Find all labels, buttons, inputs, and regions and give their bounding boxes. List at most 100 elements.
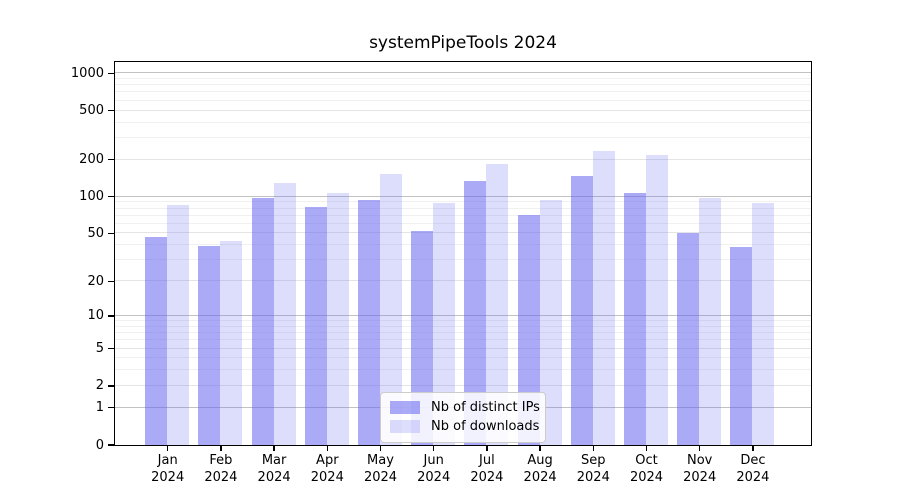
gridline-700 xyxy=(114,91,811,93)
y-tick-label-500: 500 xyxy=(79,103,104,119)
y-tick-label-100: 100 xyxy=(79,189,104,205)
x-tick-label-oct: Oct 2024 xyxy=(629,453,664,485)
bar-mar-downloads xyxy=(273,183,296,445)
y-tick-label-0: 0 xyxy=(95,437,104,453)
y-tick-mark-20 xyxy=(108,280,114,282)
gridline-9 xyxy=(114,320,811,322)
x-tick-mark-nov xyxy=(699,445,701,451)
bar-may-distinct-ips xyxy=(358,199,380,445)
y-tick-mark-100 xyxy=(108,196,114,198)
bar-jan-downloads xyxy=(167,205,190,445)
bar-jun-distinct-ips xyxy=(411,230,434,445)
gridline-6 xyxy=(114,339,811,341)
y-tick-label-5: 5 xyxy=(95,341,104,357)
x-tick-mark-jul xyxy=(486,445,488,451)
y-tick-label-2: 2 xyxy=(95,378,104,394)
x-tick-label-apr: Apr 2024 xyxy=(310,453,344,485)
y-tick-mark-1 xyxy=(108,407,114,409)
y-tick-mark-50 xyxy=(108,232,114,235)
x-tick-mark-feb xyxy=(220,445,222,451)
gridline-30 xyxy=(114,259,811,261)
gridline-300 xyxy=(114,136,811,138)
bar-jul-distinct-ips xyxy=(464,181,487,445)
gridline-8 xyxy=(114,325,811,327)
legend-label-downloads: Nb of downloads xyxy=(431,419,540,434)
y-tick-mark-200 xyxy=(108,158,114,161)
legend: Nb of distinct IPs Nb of downloads xyxy=(380,392,546,443)
x-tick-label-mar: Mar 2024 xyxy=(257,453,291,485)
bar-nov-downloads xyxy=(699,197,722,445)
gridline-400 xyxy=(114,121,811,123)
x-tick-mark-jan xyxy=(167,445,169,451)
y-tick-mark-1000 xyxy=(108,72,114,74)
bar-feb-distinct-ips xyxy=(198,246,221,445)
legend-row-distinct-ips: Nb of distinct IPs xyxy=(390,398,540,417)
gridline-900 xyxy=(114,77,811,79)
x-tick-mark-may xyxy=(379,445,382,451)
x-tick-label-jan: Jan 2024 xyxy=(151,453,185,485)
x-tick-label-may: May 2024 xyxy=(363,453,398,485)
gridline-500 xyxy=(114,109,811,111)
legend-swatch-distinct-ips xyxy=(390,401,420,414)
bar-jan-distinct-ips xyxy=(145,237,168,445)
bar-jul-downloads xyxy=(486,163,509,445)
gridline-4 xyxy=(114,357,811,359)
x-tick-mark-jun xyxy=(433,445,435,451)
bar-sep-distinct-ips xyxy=(570,176,593,445)
bar-apr-distinct-ips xyxy=(304,207,327,445)
gridline-100 xyxy=(114,195,811,197)
gridline-2 xyxy=(114,384,811,386)
x-tick-mark-mar xyxy=(273,445,275,451)
legend-row-downloads: Nb of downloads xyxy=(390,417,540,436)
x-tick-label-jul: Jul 2024 xyxy=(470,453,504,485)
x-tick-mark-apr xyxy=(326,445,328,451)
x-tick-label-aug: Aug 2024 xyxy=(523,453,557,485)
bar-apr-downloads xyxy=(326,192,349,445)
gridline-70 xyxy=(114,214,811,216)
gridline-5 xyxy=(114,347,811,349)
x-tick-mark-dec xyxy=(752,445,754,451)
gridline-80 xyxy=(114,207,811,209)
x-tick-label-feb: Feb 2024 xyxy=(204,453,238,485)
y-tick-label-200: 200 xyxy=(79,152,104,168)
y-tick-label-50: 50 xyxy=(87,225,104,241)
bar-aug-downloads xyxy=(539,199,562,445)
y-tick-mark-5 xyxy=(108,347,114,350)
x-tick-mark-aug xyxy=(539,445,541,451)
legend-swatch-downloads xyxy=(390,420,420,433)
bar-mar-distinct-ips xyxy=(251,198,274,445)
bar-dec-distinct-ips xyxy=(730,247,753,445)
gridline-10 xyxy=(114,314,811,317)
bar-dec-downloads xyxy=(752,203,775,445)
y-tick-label-20: 20 xyxy=(87,273,104,289)
y-tick-label-1: 1 xyxy=(95,400,104,416)
y-tick-mark-500 xyxy=(108,109,114,112)
y-tick-mark-2 xyxy=(108,385,114,387)
bar-oct-downloads xyxy=(646,154,668,445)
y-tick-label-10: 10 xyxy=(87,308,104,324)
gridline-800 xyxy=(114,84,811,86)
bar-may-downloads xyxy=(380,173,402,445)
gridline-60 xyxy=(114,222,811,224)
gridline-50 xyxy=(114,232,811,234)
gridline-1000 xyxy=(114,72,811,74)
legend-label-distinct-ips: Nb of distinct IPs xyxy=(431,400,540,415)
y-tick-label-1000: 1000 xyxy=(70,65,104,81)
x-tick-label-jun: Jun 2024 xyxy=(417,453,451,485)
gridline-600 xyxy=(114,99,811,101)
x-tick-mark-oct xyxy=(645,445,648,451)
bar-aug-distinct-ips xyxy=(517,215,540,445)
gridline-200 xyxy=(114,158,811,160)
plot-area xyxy=(113,60,812,446)
gridline-90 xyxy=(114,201,811,203)
y-tick-mark-10 xyxy=(108,315,114,317)
bar-sep-downloads xyxy=(592,151,615,445)
bar-nov-distinct-ips xyxy=(677,232,700,445)
x-tick-label-sep: Sep 2024 xyxy=(576,453,610,485)
chart-title: systemPipeTools 2024 xyxy=(369,33,557,53)
gridline-40 xyxy=(114,244,811,246)
bar-feb-downloads xyxy=(220,240,243,445)
x-tick-label-dec: Dec 2024 xyxy=(736,453,770,485)
y-tick-mark-0 xyxy=(108,444,114,446)
